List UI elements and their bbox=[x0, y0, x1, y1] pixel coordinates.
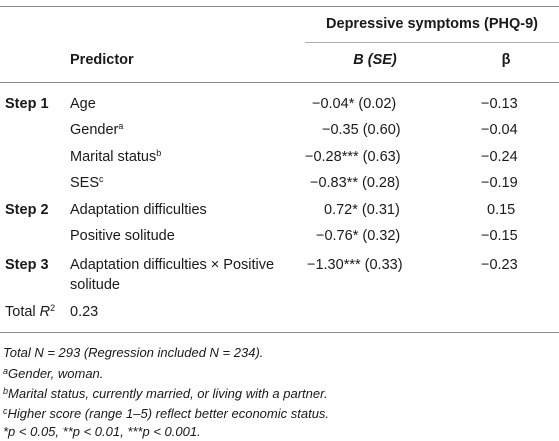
col-header-beta: β bbox=[501, 52, 511, 68]
footnote-mark: c bbox=[99, 174, 104, 184]
beta-value: −0.04 bbox=[481, 122, 518, 138]
beta-value: −0.23 bbox=[481, 257, 518, 273]
beta-value: −0.13 bbox=[481, 96, 518, 112]
predictor-label: Adaptation difficulties × Positive bbox=[70, 257, 275, 273]
beta-value: 0.15 bbox=[487, 202, 516, 218]
footnote-c: cHigher score (range 1–5) reflect better… bbox=[3, 406, 330, 421]
beta-value: −0.24 bbox=[481, 149, 518, 165]
col-header-b-se: B (SE) bbox=[353, 52, 397, 68]
b-se-value: −0.28*** (0.63) bbox=[305, 149, 401, 165]
step-label: Step 2 bbox=[5, 202, 49, 218]
b-se-value: 0.72* (0.31) bbox=[324, 202, 400, 218]
b-se-value: −1.30*** (0.33) bbox=[307, 257, 403, 273]
predictor-label: Gendera bbox=[70, 121, 124, 139]
footnote-b: bMarital status, currently married, or l… bbox=[3, 386, 328, 401]
footnote-mark: b bbox=[156, 148, 162, 158]
step-label: Step 3 bbox=[5, 257, 49, 273]
col-header-predictor: Predictor bbox=[70, 52, 134, 68]
header-rule bbox=[0, 82, 559, 83]
predictor-label: Adaptation difficulties bbox=[70, 202, 207, 218]
predictor-label: Age bbox=[70, 96, 96, 112]
footnote-mark: a bbox=[118, 121, 124, 131]
predictor-label-cont: solitude bbox=[70, 277, 120, 293]
predictor-label: Marital statusb bbox=[70, 148, 162, 166]
beta-value: −0.15 bbox=[481, 228, 518, 244]
predictor-label: Positive solitude bbox=[70, 228, 175, 244]
b-se-value: −0.76* (0.32) bbox=[316, 228, 401, 244]
footnote-n: Total N = 293 (Regression included N = 2… bbox=[3, 345, 264, 360]
top-rule bbox=[0, 6, 559, 7]
footnote-a: aGender, woman. bbox=[3, 366, 104, 381]
predictor-label: SESc bbox=[70, 174, 104, 192]
beta-value: −0.19 bbox=[481, 175, 518, 191]
footnote-p: *p < 0.05, **p < 0.01, ***p < 0.001. bbox=[3, 424, 201, 439]
step-label: Step 1 bbox=[5, 96, 49, 112]
b-se-value: −0.35 (0.60) bbox=[322, 122, 401, 138]
total-r2-label: Total R2 bbox=[5, 303, 56, 321]
group-header-rule bbox=[305, 42, 559, 43]
b-se-value: −0.04* (0.02) bbox=[312, 96, 397, 112]
bottom-rule bbox=[0, 332, 559, 333]
total-r2-value: 0.23 bbox=[70, 304, 99, 320]
group-header: Depressive symptoms (PHQ-9) bbox=[326, 16, 538, 32]
b-se-value: −0.83** (0.28) bbox=[310, 175, 400, 191]
